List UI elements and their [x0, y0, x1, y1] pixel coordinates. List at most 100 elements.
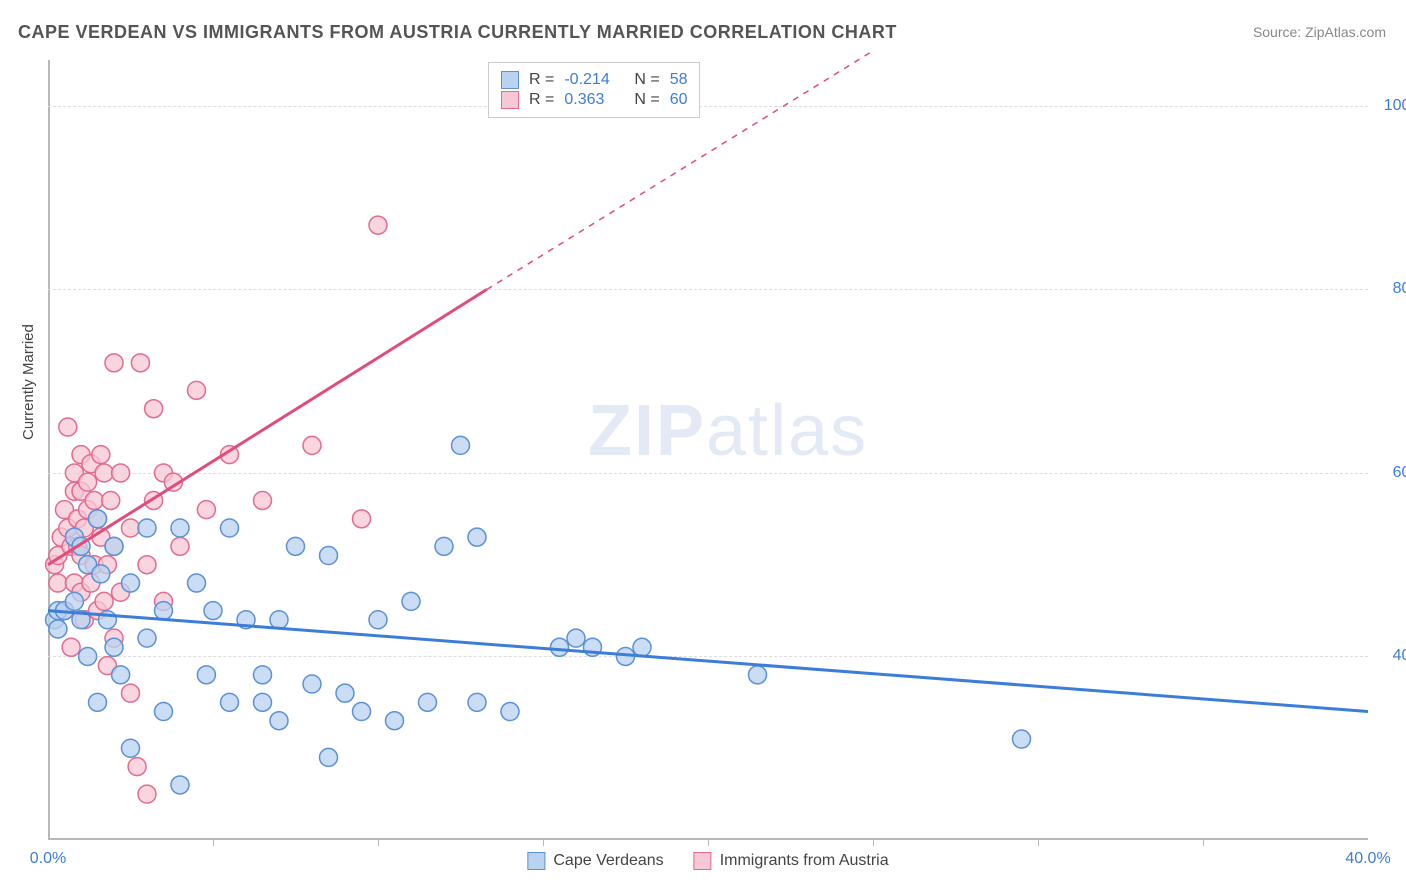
scatter-point [320, 748, 338, 766]
scatter-point [468, 528, 486, 546]
series-legend-item: Cape Verdeans [527, 852, 663, 870]
source-attribution: Source: ZipAtlas.com [1253, 24, 1386, 40]
scatter-point [49, 574, 67, 592]
legend-n-value: 58 [670, 71, 688, 89]
scatter-point [197, 501, 215, 519]
scatter-point [204, 602, 222, 620]
scatter-point [138, 629, 156, 647]
legend-r-value: -0.214 [564, 71, 624, 89]
scatter-point [128, 758, 146, 776]
scatter-point [501, 703, 519, 721]
scatter-point [303, 436, 321, 454]
legend-swatch [694, 852, 712, 870]
scatter-point [105, 537, 123, 555]
scatter-point [155, 602, 173, 620]
scatter-point [369, 611, 387, 629]
y-tick-label: 80.0% [1378, 280, 1406, 298]
x-minor-tick [1038, 840, 1039, 846]
scatter-point [336, 684, 354, 702]
scatter-point [254, 666, 272, 684]
legend-n-value: 60 [670, 91, 688, 109]
y-tick-label: 40.0% [1378, 647, 1406, 665]
scatter-point [567, 629, 585, 647]
trend-line [48, 611, 1368, 712]
x-minor-tick [213, 840, 214, 846]
scatter-point [92, 446, 110, 464]
scatter-point [105, 638, 123, 656]
x-minor-tick [873, 840, 874, 846]
scatter-point [49, 620, 67, 638]
scatter-point [171, 776, 189, 794]
y-tick-label: 100.0% [1378, 97, 1406, 115]
scatter-point [138, 556, 156, 574]
scatter-point [402, 592, 420, 610]
series-legend: Cape Verdeans Immigrants from Austria [527, 852, 888, 870]
scatter-point [254, 491, 272, 509]
legend-r-label: R = [529, 71, 554, 89]
series-label: Cape Verdeans [553, 852, 663, 870]
x-minor-tick [1203, 840, 1204, 846]
scatter-point [65, 592, 83, 610]
scatter-point [197, 666, 215, 684]
scatter-point [749, 666, 767, 684]
scatter-point [320, 547, 338, 565]
scatter-point [122, 574, 140, 592]
correlation-legend: R = -0.214 N = 58 R = 0.363 N = 60 [488, 62, 700, 118]
legend-r-label: R = [529, 91, 554, 109]
trend-line [48, 289, 487, 564]
legend-swatch [527, 852, 545, 870]
scatter-point [171, 519, 189, 537]
legend-swatch [501, 91, 519, 109]
scatter-point [633, 638, 651, 656]
series-label: Immigrants from Austria [720, 852, 889, 870]
x-minor-tick [543, 840, 544, 846]
scatter-point [1013, 730, 1031, 748]
scatter-point [221, 693, 239, 711]
scatter-point [89, 510, 107, 528]
scatter-point [122, 739, 140, 757]
scatter-point [79, 473, 97, 491]
scatter-point [551, 638, 569, 656]
scatter-point [468, 693, 486, 711]
scatter-point [92, 565, 110, 583]
scatter-point [188, 381, 206, 399]
x-minor-tick [378, 840, 379, 846]
scatter-point [435, 537, 453, 555]
scatter-point [386, 712, 404, 730]
scatter-point [79, 647, 97, 665]
chart-title: CAPE VERDEAN VS IMMIGRANTS FROM AUSTRIA … [18, 22, 897, 43]
scatter-point [112, 666, 130, 684]
legend-swatch [501, 71, 519, 89]
y-axis-label: Currently Married [20, 324, 37, 440]
scatter-point [221, 519, 239, 537]
scatter-point [287, 537, 305, 555]
scatter-point [155, 703, 173, 721]
scatter-point [171, 537, 189, 555]
scatter-point [138, 519, 156, 537]
legend-row: R = 0.363 N = 60 [501, 91, 687, 109]
legend-n-label: N = [634, 71, 659, 89]
scatter-point [452, 436, 470, 454]
scatter-point [62, 638, 80, 656]
scatter-point [122, 684, 140, 702]
scatter-point [131, 354, 149, 372]
scatter-point [419, 693, 437, 711]
scatter-point [89, 693, 107, 711]
plot-area: 40.0%60.0%80.0%100.0%0.0%40.0% ZIPatlas … [48, 60, 1368, 840]
scatter-point [303, 675, 321, 693]
scatter-point [270, 712, 288, 730]
scatter-point [353, 703, 371, 721]
legend-row: R = -0.214 N = 58 [501, 71, 687, 89]
chart-svg [48, 60, 1368, 840]
scatter-point [85, 491, 103, 509]
scatter-point [102, 491, 120, 509]
scatter-point [95, 592, 113, 610]
x-tick-label: 0.0% [30, 850, 66, 868]
scatter-point [112, 464, 130, 482]
legend-r-value: 0.363 [564, 91, 624, 109]
scatter-point [254, 693, 272, 711]
scatter-point [59, 418, 77, 436]
legend-n-label: N = [634, 91, 659, 109]
scatter-point [369, 216, 387, 234]
x-tick-label: 40.0% [1345, 850, 1390, 868]
